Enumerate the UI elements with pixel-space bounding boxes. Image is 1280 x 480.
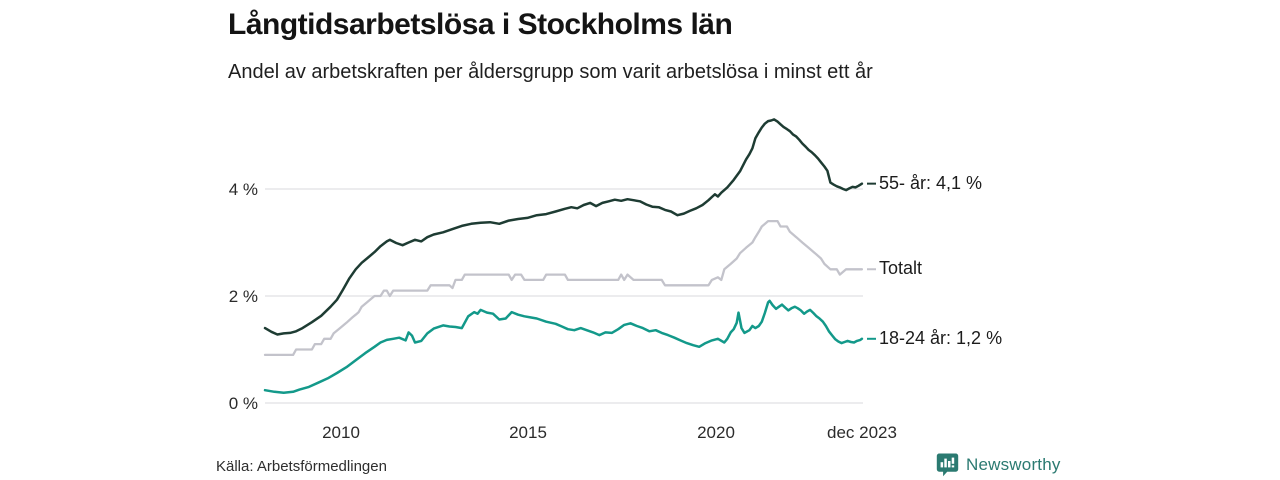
- series-label-18-24-ar: 18-24 år: 1,2 %: [879, 327, 1003, 348]
- x-tick-label-2010: 2010: [322, 423, 360, 442]
- brand-logo: Newsworthy: [936, 453, 1061, 477]
- page-title: Långtidsarbetslösa i Stockholms län: [228, 8, 733, 41]
- x-tick-label-2015: 2015: [509, 423, 547, 442]
- y-tick-label-2: 2 %: [228, 287, 258, 306]
- x-tick-label-2020: 2020: [697, 423, 735, 442]
- y-tick-label-0: 0 %: [228, 394, 258, 413]
- chart-subtitle: Andel av arbetskraften per åldersgrupp s…: [228, 61, 873, 83]
- series-line-1: [263, 219, 864, 357]
- brand-name: Newsworthy: [966, 455, 1061, 474]
- y-tick-label-4: 4 %: [228, 180, 258, 199]
- series-label-totalt: Totalt: [879, 258, 923, 279]
- series-line-2: [263, 299, 864, 395]
- source-note: Källa: Arbetsförmedlingen: [216, 458, 387, 475]
- x-tick-label-dec-2023: dec 2023: [827, 423, 897, 442]
- series-line-0: [263, 118, 864, 336]
- newsworthy-chart-bubble-icon: [936, 453, 959, 477]
- series-label-55-ar: 55- år: 4,1 %: [879, 172, 983, 193]
